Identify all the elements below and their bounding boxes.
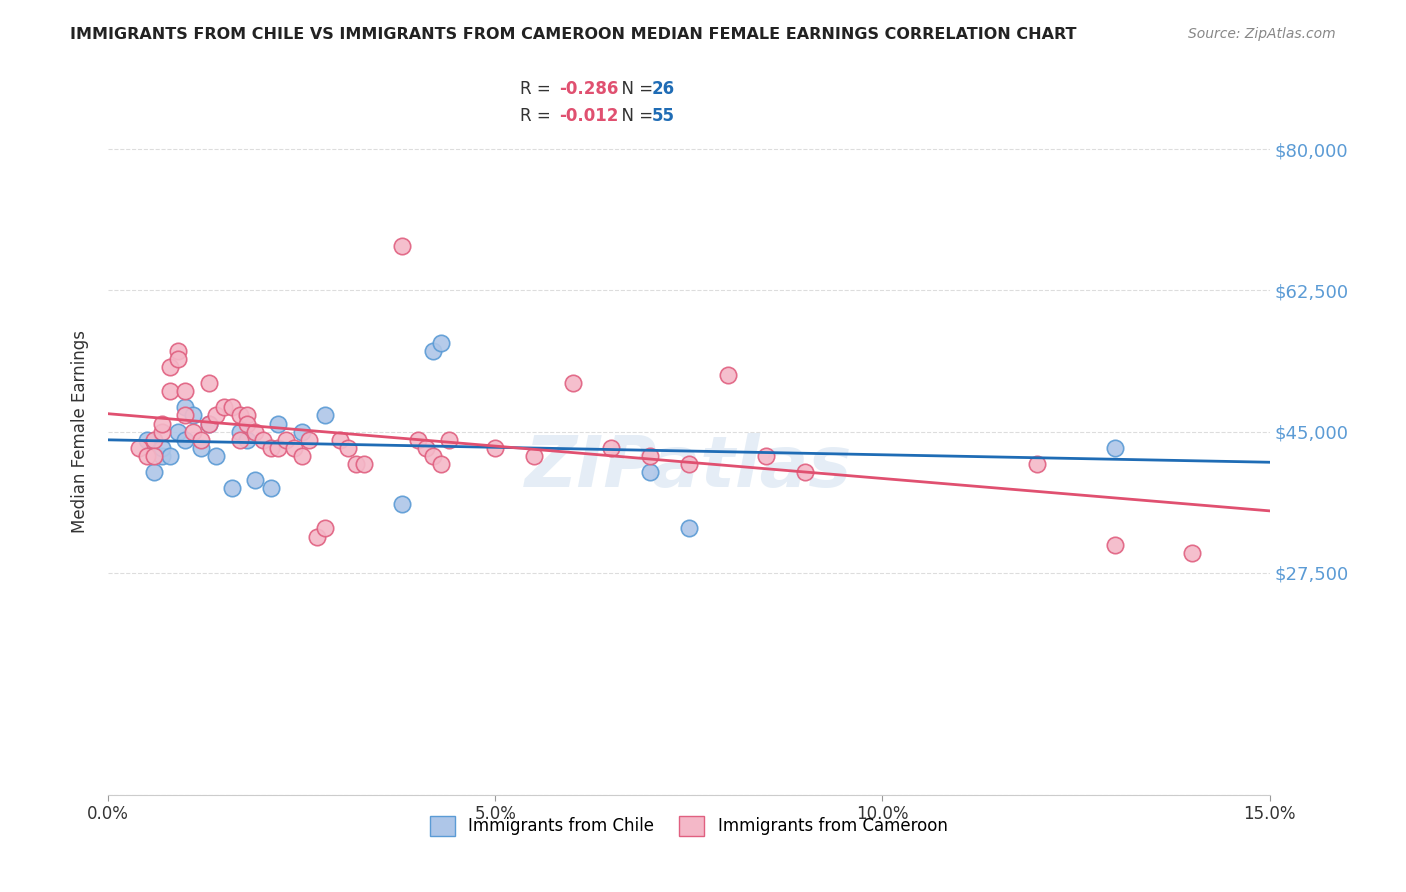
Immigrants from Cameroon (181, 425, 204, 439)
Immigrants from Chile (1104, 441, 1126, 455)
Immigrants from Cameroon (243, 425, 266, 439)
Immigrants from Cameroon (415, 441, 437, 455)
Immigrants from Cameroon (221, 401, 243, 415)
Immigrants from Cameroon (337, 441, 360, 455)
Immigrants from Chile (197, 417, 219, 431)
Immigrants from Cameroon (150, 417, 173, 431)
Immigrants from Chile (221, 481, 243, 495)
Immigrants from Chile (174, 433, 197, 447)
Immigrants from Cameroon (197, 417, 219, 431)
Immigrants from Cameroon (205, 409, 228, 423)
Immigrants from Chile (267, 417, 290, 431)
Immigrants from Chile (166, 425, 188, 439)
Immigrants from Cameroon (228, 433, 250, 447)
Immigrants from Chile (228, 425, 250, 439)
Immigrants from Chile (259, 481, 281, 495)
Immigrants from Cameroon (174, 384, 197, 399)
Immigrants from Cameroon (1181, 546, 1204, 560)
Immigrants from Cameroon (236, 409, 259, 423)
Immigrants from Cameroon (794, 465, 817, 479)
Immigrants from Cameroon (329, 433, 352, 447)
Immigrants from Chile (150, 449, 173, 463)
Immigrants from Cameroon (484, 441, 506, 455)
Immigrants from Cameroon (135, 449, 157, 463)
Immigrants from Cameroon (344, 457, 367, 471)
Y-axis label: Median Female Earnings: Median Female Earnings (72, 330, 89, 533)
Immigrants from Cameroon (274, 433, 297, 447)
Immigrants from Cameroon (197, 376, 219, 391)
Immigrants from Cameroon (166, 343, 188, 358)
Text: ZIPatlas: ZIPatlas (526, 434, 852, 502)
Immigrants from Cameroon (1104, 538, 1126, 552)
Immigrants from Cameroon (422, 449, 444, 463)
Immigrants from Chile (430, 335, 453, 350)
Immigrants from Cameroon (143, 449, 166, 463)
Immigrants from Chile (291, 425, 314, 439)
Immigrants from Cameroon (437, 433, 460, 447)
Text: R =: R = (520, 107, 557, 125)
Immigrants from Chile (190, 441, 212, 455)
Text: IMMIGRANTS FROM CHILE VS IMMIGRANTS FROM CAMEROON MEDIAN FEMALE EARNINGS CORRELA: IMMIGRANTS FROM CHILE VS IMMIGRANTS FROM… (70, 27, 1077, 42)
Immigrants from Chile (181, 409, 204, 423)
Immigrants from Cameroon (298, 433, 321, 447)
Immigrants from Chile (638, 465, 661, 479)
Immigrants from Chile (135, 433, 157, 447)
Immigrants from Cameroon (212, 401, 235, 415)
Legend: Immigrants from Chile, Immigrants from Cameroon: Immigrants from Chile, Immigrants from C… (422, 807, 956, 845)
Immigrants from Chile (150, 441, 173, 455)
Immigrants from Cameroon (391, 239, 413, 253)
Immigrants from Cameroon (252, 433, 274, 447)
Immigrants from Chile (159, 449, 181, 463)
Immigrants from Chile (236, 433, 259, 447)
Immigrants from Chile (205, 449, 228, 463)
Text: -0.286: -0.286 (558, 80, 619, 98)
Immigrants from Cameroon (159, 360, 181, 375)
Immigrants from Cameroon (307, 529, 329, 543)
Immigrants from Cameroon (638, 449, 661, 463)
Immigrants from Chile (391, 497, 413, 511)
Immigrants from Chile (678, 521, 700, 535)
Immigrants from Chile (143, 465, 166, 479)
Immigrants from Cameroon (406, 433, 429, 447)
Immigrants from Cameroon (716, 368, 738, 383)
Text: 26: 26 (651, 80, 675, 98)
Immigrants from Cameroon (1026, 457, 1049, 471)
Text: N =: N = (612, 107, 658, 125)
Immigrants from Cameroon (561, 376, 583, 391)
Text: R =: R = (520, 80, 557, 98)
Immigrants from Chile (174, 401, 197, 415)
Text: 55: 55 (651, 107, 675, 125)
Text: N =: N = (612, 80, 658, 98)
Immigrants from Chile (314, 409, 336, 423)
Immigrants from Cameroon (150, 425, 173, 439)
Immigrants from Cameroon (291, 449, 314, 463)
Immigrants from Cameroon (678, 457, 700, 471)
Immigrants from Cameroon (128, 441, 150, 455)
Immigrants from Chile (422, 343, 444, 358)
Text: Source: ZipAtlas.com: Source: ZipAtlas.com (1188, 27, 1336, 41)
Immigrants from Cameroon (600, 441, 623, 455)
Immigrants from Cameroon (259, 441, 281, 455)
Immigrants from Cameroon (353, 457, 375, 471)
Immigrants from Cameroon (755, 449, 778, 463)
Immigrants from Cameroon (190, 433, 212, 447)
Immigrants from Cameroon (236, 417, 259, 431)
Text: -0.012: -0.012 (558, 107, 619, 125)
Immigrants from Cameroon (166, 351, 188, 366)
Immigrants from Chile (243, 473, 266, 487)
Immigrants from Cameroon (159, 384, 181, 399)
Immigrants from Cameroon (267, 441, 290, 455)
Immigrants from Cameroon (143, 433, 166, 447)
Immigrants from Cameroon (283, 441, 305, 455)
Immigrants from Cameroon (174, 409, 197, 423)
Immigrants from Cameroon (314, 521, 336, 535)
Immigrants from Cameroon (523, 449, 546, 463)
Immigrants from Cameroon (228, 409, 250, 423)
Immigrants from Cameroon (430, 457, 453, 471)
